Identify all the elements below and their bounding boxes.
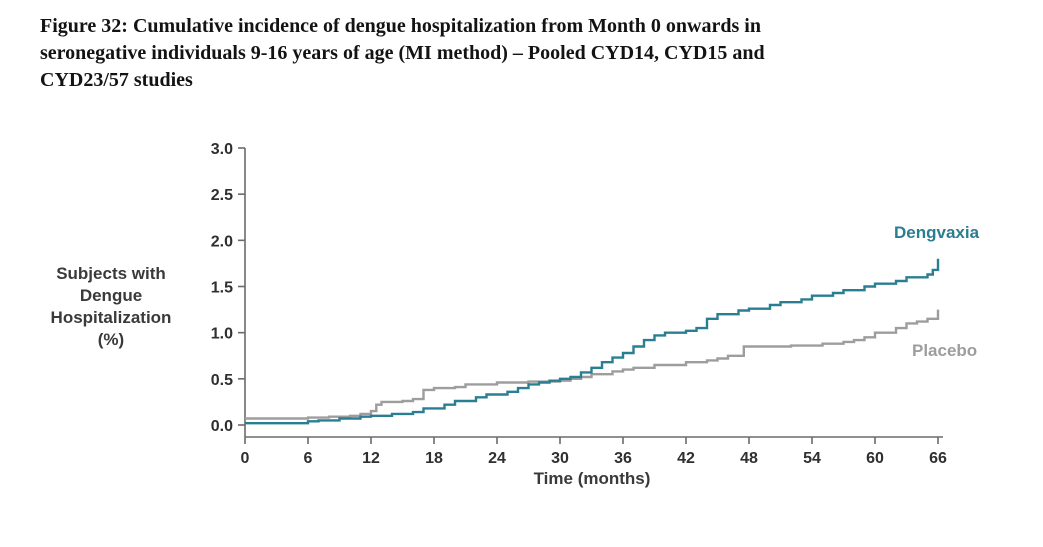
- y-tick-label: 0.0: [211, 418, 233, 435]
- x-tick-label: 24: [488, 450, 506, 467]
- x-tick-label: 30: [551, 450, 569, 467]
- series-label-placebo: Placebo: [912, 341, 978, 360]
- y-tick-label: 1.5: [211, 280, 233, 297]
- cumulative-incidence-chart: 0.0 0.5 1.0 1.5 2.0 2.5 3.0 0 6 12 18 24 30 36 42 48 54 6…: [211, 141, 947, 467]
- figure-title-line-1: Figure 32: Cumulative incidence of dengu…: [40, 15, 761, 37]
- y-tick-label: 2.0: [211, 233, 233, 250]
- x-tick-label: 18: [425, 450, 443, 467]
- x-axis-label: Time (months): [533, 469, 651, 488]
- x-tick-label: 42: [677, 450, 695, 467]
- x-tick-label: 0: [241, 450, 250, 467]
- series-path-dengvaxia: [245, 258, 940, 425]
- x-tick-label: 66: [929, 450, 947, 467]
- figure-title-line-3: CYD23/57 studies: [40, 69, 193, 91]
- y-tick-label: 1.0: [211, 326, 233, 343]
- x-tick-label: 36: [614, 450, 632, 467]
- figure-title: Figure 32: Cumulative incidence of dengu…: [40, 13, 960, 94]
- y-tick-label: 0.5: [211, 372, 233, 389]
- y-axis-label: Subjects with Dengue Hospitalization (%): [50, 264, 172, 349]
- x-tick-label: 48: [740, 450, 758, 467]
- series-path-placebo: [245, 309, 940, 420]
- x-tick-label: 12: [362, 450, 380, 467]
- series-label-dengvaxia: Dengvaxia: [894, 223, 980, 242]
- y-tick-label: 3.0: [211, 141, 233, 158]
- x-tick-label: 54: [803, 450, 821, 467]
- x-tick-label: 60: [866, 450, 884, 467]
- figure-title-line-2: seronegative individuals 9-16 years of a…: [40, 42, 765, 64]
- x-tick-label: 6: [304, 450, 313, 467]
- y-tick-label: 2.5: [211, 187, 233, 204]
